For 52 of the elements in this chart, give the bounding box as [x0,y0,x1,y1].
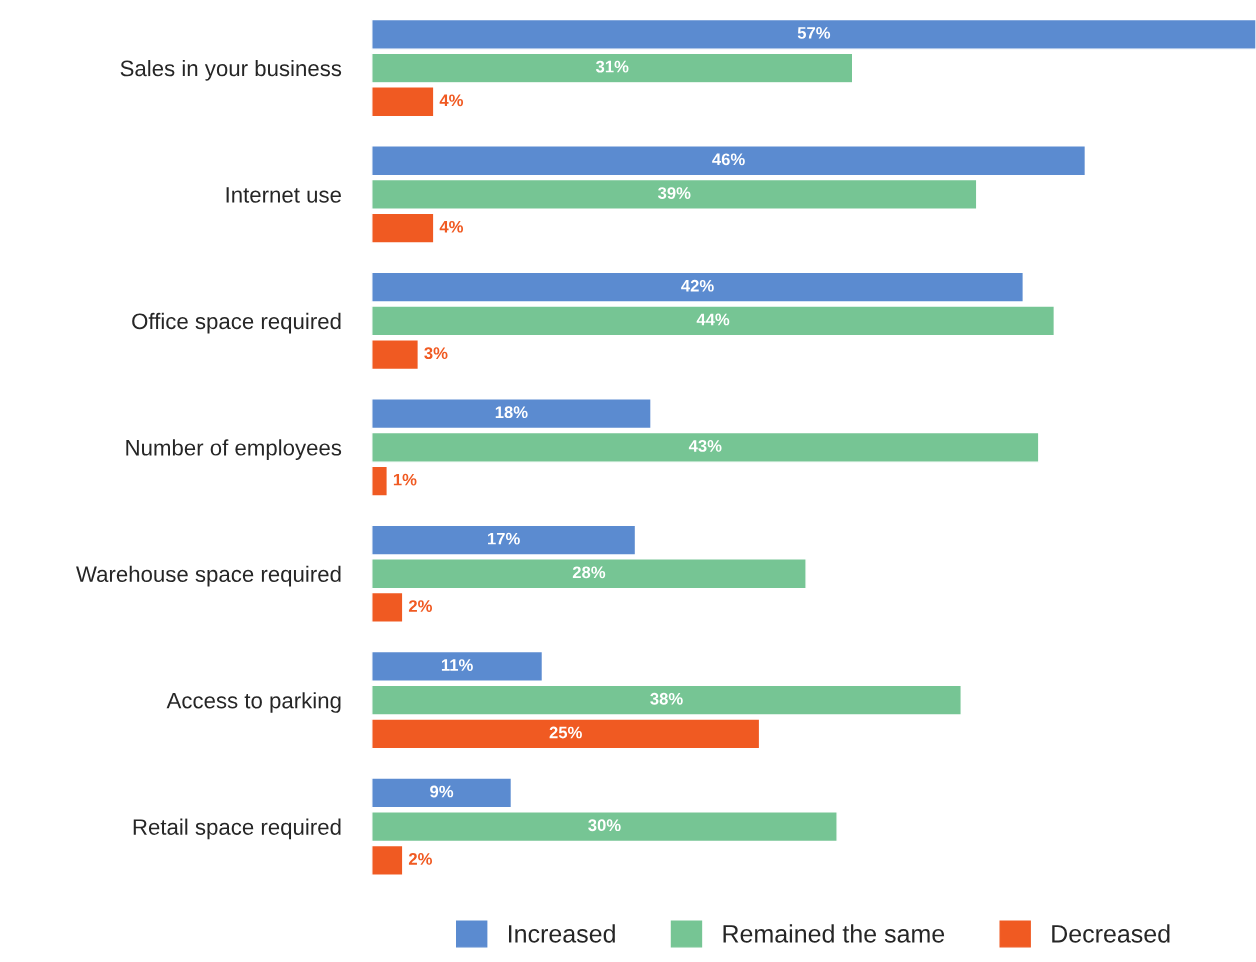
y-tick-label: Warehouse space required [76,565,341,587]
bar [371,524,637,556]
bar [371,591,404,624]
bar [371,718,761,750]
bar [371,558,807,590]
data-label: 4% [439,94,464,107]
data-label: 11% [441,659,473,671]
y-tick-label: Retail space required [133,818,341,840]
data-label: 28% [572,566,606,579]
bar [371,339,420,371]
bar [371,178,978,210]
data-label: 31% [595,60,629,73]
y-tick-label: Sales in your business [120,59,342,81]
data-label: 38% [650,692,683,705]
bar [371,844,404,876]
bar [371,18,1256,50]
data-label: 44% [696,313,730,326]
data-label: 30% [588,819,621,832]
y-tick-label: Internet use [226,187,341,203]
data-label: 42% [681,279,714,292]
data-label: 3% [424,347,448,360]
bar [371,650,544,683]
bar [371,431,1040,463]
bar [371,777,513,809]
legend-label: Decreased [1052,924,1170,943]
bar [371,305,1056,337]
bar [371,811,838,843]
data-label: 2% [408,600,433,612]
y-tick-label: Access to parking [166,692,341,713]
data-label: 17% [488,532,520,545]
data-label: 4% [439,220,464,233]
y-tick-label: Office space required [132,312,341,334]
bar [371,86,435,118]
bar [371,212,435,244]
data-label: 2% [408,853,433,865]
bar [371,145,1087,177]
bar [371,52,854,84]
data-label: 46% [712,153,745,166]
bar [371,271,1025,303]
data-label: 43% [688,440,722,452]
data-label: 9% [430,785,454,798]
bar [371,465,388,497]
y-tick-label: Number of employees [126,439,342,460]
legend-label: Remained the same [723,924,945,943]
data-label: 57% [797,27,831,39]
data-label: 1% [393,473,417,486]
bar [371,684,962,716]
data-label: 18% [495,406,528,419]
data-label: 25% [549,726,582,739]
data-label: 39% [657,187,691,199]
legend-label: Increased [509,924,615,943]
bar [371,398,652,430]
